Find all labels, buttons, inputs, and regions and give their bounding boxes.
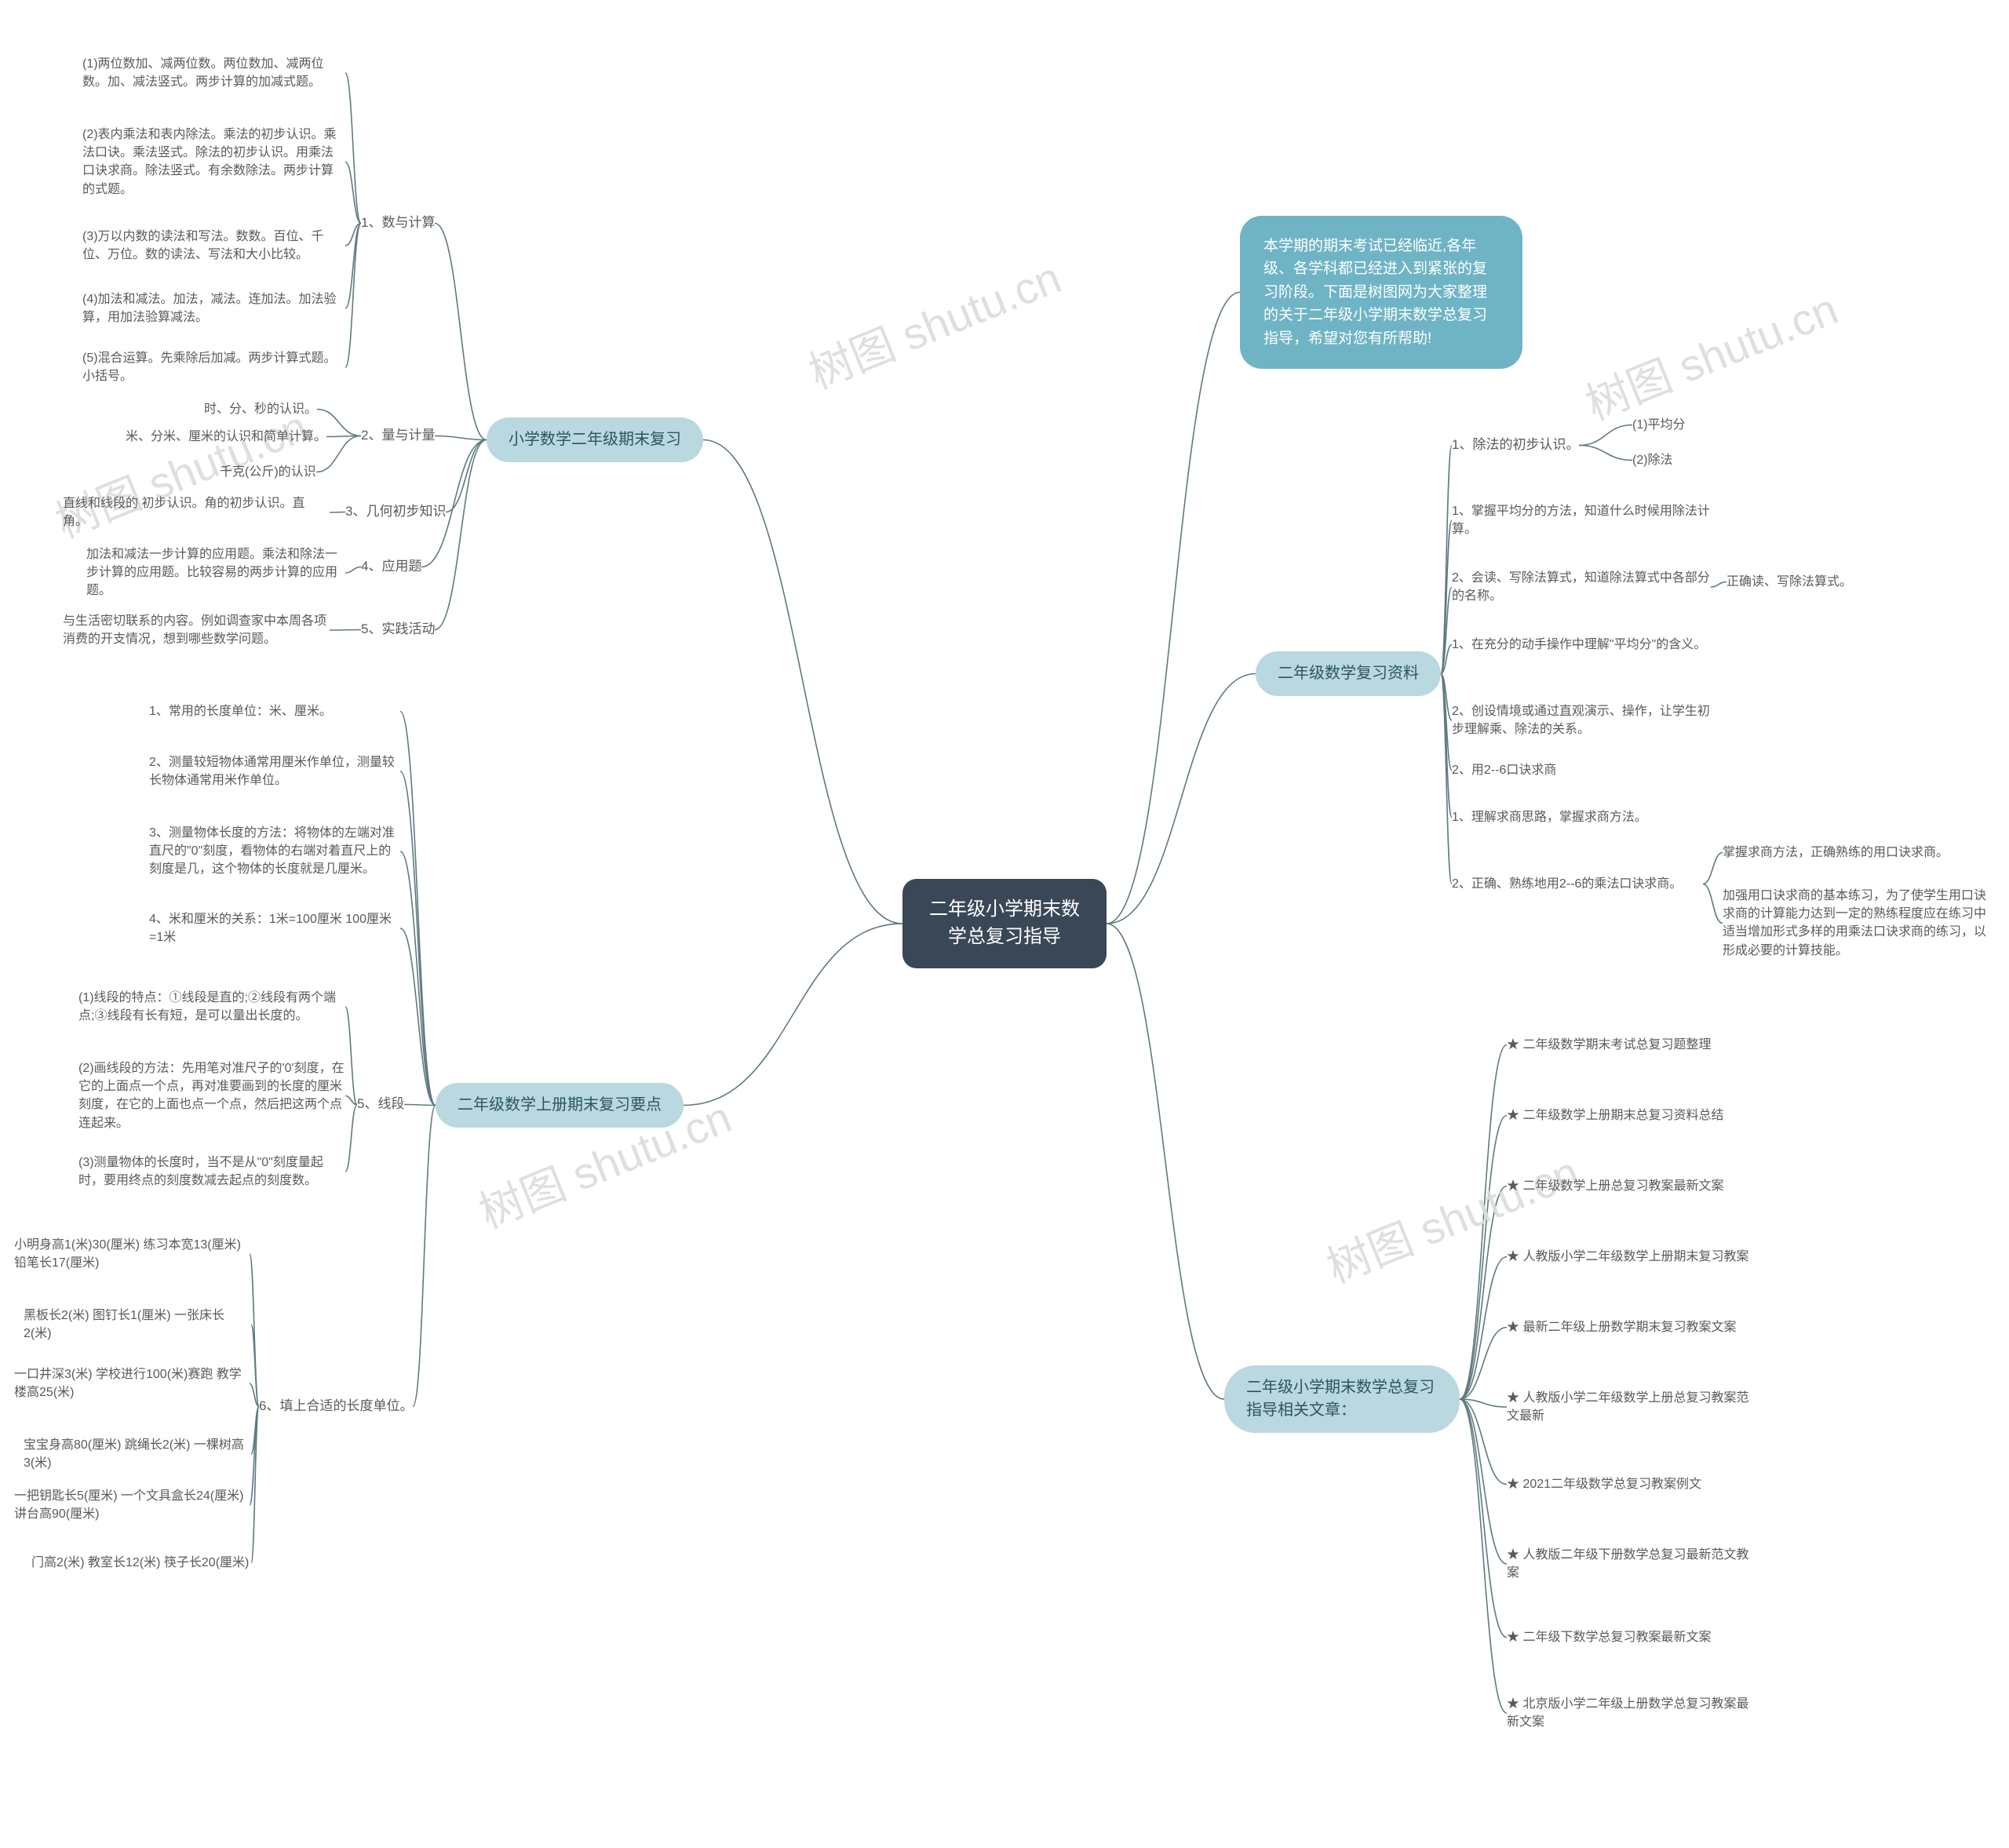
article-link: ★ 人教版二年级下册数学总复习最新范文教案 xyxy=(1507,1546,1758,1582)
leaf: 3、测量物体长度的方法：将物体的左端对准直尺的"0"刻度，看物体的右端对着直尺上… xyxy=(149,824,400,879)
center-node: 二年级小学期末数学总复习指导 xyxy=(902,879,1107,968)
leaf: (5)混合运算。先乘除后加减。两步计算式题。小括号。 xyxy=(82,349,345,385)
branch-level1: 二年级数学上册期末复习要点 xyxy=(436,1083,684,1128)
branch-level2: 5、实践活动 xyxy=(361,620,435,640)
branch-level2: 1、数与计算 xyxy=(361,213,435,233)
leaf: 时、分、秒的认识。 xyxy=(204,400,317,418)
branch-level1: 二年级数学复习资料 xyxy=(1256,651,1441,696)
branch-level2: 6、填上合适的长度单位。 xyxy=(259,1397,413,1416)
branch-level2: 2、会读、写除法算式，知道除法算式中各部分的名称。 xyxy=(1452,569,1711,605)
leaf: (3)万以内数的读法和写法。数数。百位、千位、万位。数的读法、写法和大小比较。 xyxy=(82,228,345,264)
leaf: 正确读、写除法算式。 xyxy=(1726,573,1852,591)
leaf: 2、创设情境或通过直观演示、操作，让学生初步理解乘、除法的关系。 xyxy=(1452,702,1719,738)
article-link: ★ 最新二年级上册数学期末复习教案文案 xyxy=(1507,1318,1736,1336)
branch-level2: 2、量与计量 xyxy=(361,426,435,446)
leaf: 加强用口诀求商的基本练习，为了使学生用口诀求商的计算能力达到一定的熟练程度应在练… xyxy=(1723,887,1989,960)
article-link: ★ 2021二年级数学总复习教案例文 xyxy=(1507,1475,1701,1493)
leaf: 黑板长2(米) 图钉长1(厘米) 一张床长2(米) xyxy=(24,1307,251,1343)
leaf: (2)画线段的方法：先用笔对准尺子的'0'刻度，在它的上面点一个点，再对准要画到… xyxy=(78,1059,345,1132)
leaf: 直线和线段的 初步认识。角的初步认识。直角。 xyxy=(63,494,330,530)
leaf: (3)测量物体的长度时，当不是从"0"刻度量起时，要用终点的刻度数减去起点的刻度… xyxy=(78,1154,345,1190)
leaf: 一口井深3(米) 学校进行100(米)赛跑 教学楼高25(米) xyxy=(14,1365,250,1401)
branch-level2: 5、线段 xyxy=(357,1095,404,1114)
leaf: 门高2(米) 教室长12(米) 筷子长20(厘米) xyxy=(31,1554,251,1572)
branch-level2: 2、正确、熟练地用2--6的乘法口诀求商。 xyxy=(1452,875,1703,893)
leaf: (1)线段的特点：①线段是直的;②线段有两个端点;③线段有长有短，是可以量出长度… xyxy=(78,989,345,1025)
article-link: ★ 二年级数学上册期末总复习资料总结 xyxy=(1507,1106,1723,1124)
leaf: (2)除法 xyxy=(1632,451,1673,469)
intro-node: 本学期的期末考试已经临近,各年级、各学科都已经进入到紧张的复习阶段。下面是树图网… xyxy=(1240,216,1522,369)
leaf: 加法和减法一步计算的应用题。乘法和除法一步计算的应用题。比较容易的两步计算的应用… xyxy=(86,545,345,600)
leaf: 米、分米、厘米的认识和简单计算。 xyxy=(126,428,326,446)
leaf: 1、常用的长度单位：米、厘米。 xyxy=(149,702,400,720)
leaf: 一把钥匙长5(厘米) 一个文具盒长24(厘米) 讲台高90(厘米) xyxy=(14,1487,250,1523)
leaf: 2、测量较短物体通常用厘米作单位，测量较长物体通常用米作单位。 xyxy=(149,753,400,789)
article-link: ★ 人教版小学二年级数学上册总复习教案范文最新 xyxy=(1507,1389,1758,1425)
article-link: ★ 二年级数学期末考试总复习题整理 xyxy=(1507,1036,1711,1054)
leaf: (1)两位数加、减两位数。两位数加、减两位数。加、减法竖式。两步计算的加减式题。 xyxy=(82,55,345,91)
branch-level2: 3、几何初步知识 xyxy=(345,502,446,522)
branch-level2: 1、除法的初步认识。 xyxy=(1452,436,1579,455)
leaf: 1、掌握平均分的方法，知道什么时候用除法计算。 xyxy=(1452,502,1719,538)
leaf: 1、在充分的动手操作中理解"平均分"的含义。 xyxy=(1452,636,1719,654)
branch-level2: 4、应用题 xyxy=(361,557,421,577)
leaf: 与生活密切联系的内容。例如调查家中本周各项消费的开支情况，想到哪些数学问题。 xyxy=(63,612,330,648)
article-link: ★ 二年级数学上册总复习教案最新文案 xyxy=(1507,1177,1723,1195)
leaf: 1、理解求商思路，掌握求商方法。 xyxy=(1452,808,1647,826)
article-link: ★ 人教版小学二年级数学上册期末复习教案 xyxy=(1507,1248,1748,1266)
leaf: (4)加法和减法。加法，减法。连加法。加法验算，用加法验算减法。 xyxy=(82,290,345,326)
leaf: (2)表内乘法和表内除法。乘法的初步认识。乘法口诀。乘法竖式。除法的初步认识。用… xyxy=(82,126,345,199)
leaf: 4、米和厘米的关系：1米=100厘米 100厘米=1米 xyxy=(149,910,400,946)
leaf: 千克(公斤)的认识 xyxy=(220,463,316,481)
branch-level1: 小学数学二年级期末复习 xyxy=(487,417,703,462)
leaf: 小明身高1(米)30(厘米) 练习本宽13(厘米) 铅笔长17(厘米) xyxy=(14,1236,250,1272)
article-link: ★ 二年级下数学总复习教案最新文案 xyxy=(1507,1628,1711,1646)
leaf: (1)平均分 xyxy=(1632,416,1686,434)
leaf: 掌握求商方法，正确熟练的用口诀求商。 xyxy=(1723,844,1982,862)
article-link: ★ 北京版小学二年级上册数学总复习教案最新文案 xyxy=(1507,1695,1758,1731)
leaf: 2、用2--6口诀求商 xyxy=(1452,761,1556,779)
leaf: 宝宝身高80(厘米) 跳绳长2(米) 一棵树高3(米) xyxy=(24,1436,251,1472)
branch-level1: 二年级小学期末数学总复习指导相关文章： xyxy=(1224,1365,1460,1433)
